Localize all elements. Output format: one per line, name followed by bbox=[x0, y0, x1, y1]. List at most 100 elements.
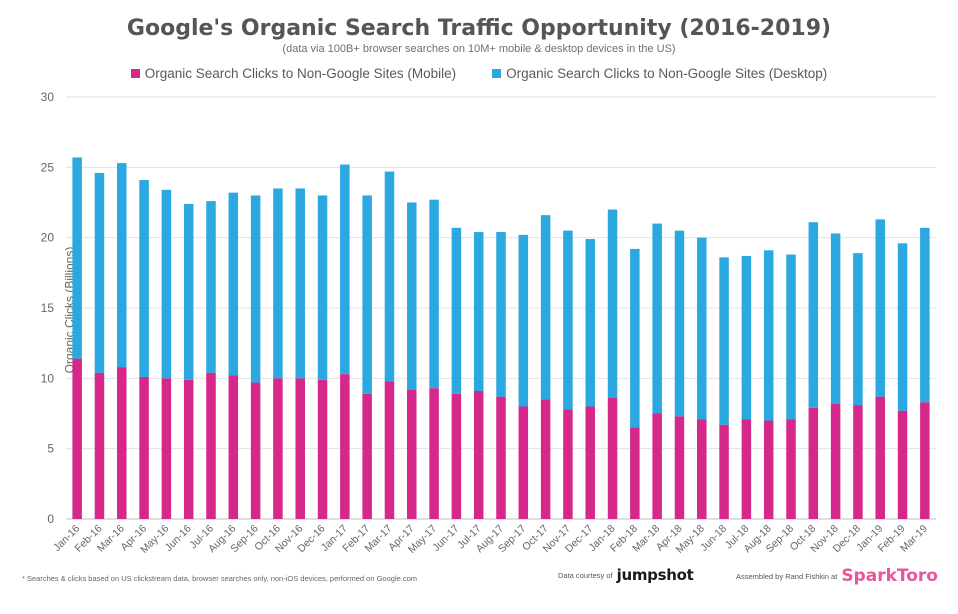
bar-desktop bbox=[496, 232, 506, 397]
sparktoro-logo: SparkToro bbox=[841, 566, 938, 586]
bar-desktop bbox=[94, 172, 105, 373]
bar-mobile bbox=[451, 393, 462, 519]
bar-mobile bbox=[719, 424, 729, 519]
y-tick-label: 0 bbox=[47, 512, 54, 526]
bar-mobile bbox=[808, 407, 819, 519]
bar-mobile bbox=[741, 419, 752, 519]
chart-title: Google's Organic Search Traffic Opportun… bbox=[126, 16, 832, 41]
legend-label-mobile: Organic Search Clicks to Non-Google Site… bbox=[144, 66, 457, 81]
bar-mobile bbox=[875, 396, 885, 519]
bar-desktop bbox=[697, 237, 707, 420]
legend-swatch-desktop bbox=[492, 69, 502, 78]
bar-desktop bbox=[563, 230, 573, 410]
bar-desktop bbox=[429, 199, 439, 389]
bar-mobile bbox=[228, 375, 239, 519]
bar-desktop bbox=[585, 239, 595, 407]
bar-mobile bbox=[853, 405, 863, 519]
y-tick-label: 15 bbox=[41, 301, 55, 315]
bar-mobile bbox=[161, 378, 172, 519]
bar-mobile bbox=[563, 409, 573, 519]
bar-mobile bbox=[496, 396, 506, 519]
bar-desktop bbox=[362, 195, 372, 394]
bar-mobile bbox=[630, 427, 640, 519]
bar-desktop bbox=[317, 195, 328, 380]
assembly-credit: Assembled by Rand Fishkin at SparkToro bbox=[736, 566, 938, 586]
legend-swatch-mobile bbox=[130, 69, 140, 78]
bar-mobile bbox=[117, 367, 127, 519]
bar-mobile bbox=[830, 403, 841, 519]
bar-mobile bbox=[652, 413, 662, 519]
bar-mobile bbox=[72, 358, 82, 519]
bar-mobile bbox=[206, 372, 216, 519]
bar-desktop bbox=[674, 230, 685, 417]
bar-mobile bbox=[920, 402, 930, 519]
bar-mobile bbox=[473, 390, 484, 519]
legend-item-desktop: Organic Search Clicks to Non-Google Site… bbox=[492, 66, 827, 81]
bar-desktop bbox=[897, 243, 908, 411]
bar-mobile bbox=[94, 372, 105, 519]
bar-desktop bbox=[206, 201, 216, 373]
bar-mobile bbox=[183, 379, 194, 519]
bar-mobile bbox=[518, 406, 529, 519]
legend-item-mobile: Organic Search Clicks to Non-Google Site… bbox=[130, 66, 457, 81]
y-tick-label: 30 bbox=[41, 90, 55, 104]
bar-desktop bbox=[652, 223, 662, 414]
bar-desktop bbox=[875, 219, 885, 397]
bar-mobile bbox=[763, 420, 774, 519]
footer-note: * Searches & clicks based on US clickstr… bbox=[22, 574, 418, 583]
bar-mobile bbox=[362, 393, 372, 519]
y-tick-label: 5 bbox=[47, 442, 54, 456]
bar-desktop bbox=[473, 232, 484, 391]
bar-mobile bbox=[407, 389, 417, 519]
bar-desktop bbox=[384, 171, 395, 382]
y-tick-label: 25 bbox=[41, 160, 55, 174]
bar-mobile bbox=[384, 381, 395, 519]
y-tick-label: 20 bbox=[41, 231, 55, 245]
bar-mobile bbox=[295, 378, 305, 519]
bar-desktop bbox=[920, 227, 930, 403]
bar-desktop bbox=[830, 233, 841, 404]
bar-desktop bbox=[117, 163, 127, 368]
bar-mobile bbox=[674, 416, 685, 519]
bar-desktop bbox=[407, 202, 417, 390]
bar-mobile bbox=[139, 376, 149, 519]
bar-desktop bbox=[228, 192, 239, 376]
bar-desktop bbox=[518, 234, 529, 407]
bar-desktop bbox=[273, 188, 283, 379]
bar-desktop bbox=[72, 157, 82, 359]
bar-mobile bbox=[607, 398, 618, 519]
bar-mobile bbox=[340, 374, 350, 519]
bar-desktop bbox=[786, 254, 796, 420]
bar-desktop bbox=[763, 250, 774, 421]
bar-mobile bbox=[697, 419, 707, 519]
bar-desktop bbox=[853, 253, 863, 406]
bar-mobile bbox=[250, 382, 261, 519]
y-tick-label: 10 bbox=[41, 371, 55, 385]
bar-desktop bbox=[540, 215, 551, 400]
bar-desktop bbox=[630, 248, 640, 428]
bar-mobile bbox=[317, 379, 328, 519]
bar-mobile bbox=[786, 419, 796, 519]
bar-mobile bbox=[585, 406, 595, 519]
chart-subtitle: (data via 100B+ browser searches on 10M+… bbox=[282, 43, 676, 55]
assembly-credit-label: Assembled by Rand Fishkin at bbox=[736, 571, 838, 581]
legend: Organic Search Clicks to Non-Google Site… bbox=[0, 66, 958, 81]
data-credit: Data courtesy of jumpshot bbox=[558, 566, 694, 584]
bar-mobile bbox=[897, 410, 908, 519]
bar-desktop bbox=[340, 164, 350, 375]
bar-desktop bbox=[161, 189, 172, 379]
bar-desktop bbox=[295, 188, 305, 379]
bar-desktop bbox=[808, 222, 819, 408]
data-credit-label: Data courtesy of bbox=[558, 570, 613, 580]
bar-desktop bbox=[183, 203, 194, 380]
bar-mobile bbox=[540, 399, 551, 519]
bar-desktop bbox=[719, 257, 729, 425]
bar-desktop bbox=[250, 195, 261, 383]
bar-desktop bbox=[451, 227, 462, 394]
bar-mobile bbox=[273, 378, 283, 519]
bar-mobile bbox=[429, 388, 439, 519]
bar-desktop bbox=[741, 255, 752, 420]
jumpshot-logo: jumpshot bbox=[616, 566, 694, 584]
legend-label-desktop: Organic Search Clicks to Non-Google Site… bbox=[506, 66, 828, 81]
